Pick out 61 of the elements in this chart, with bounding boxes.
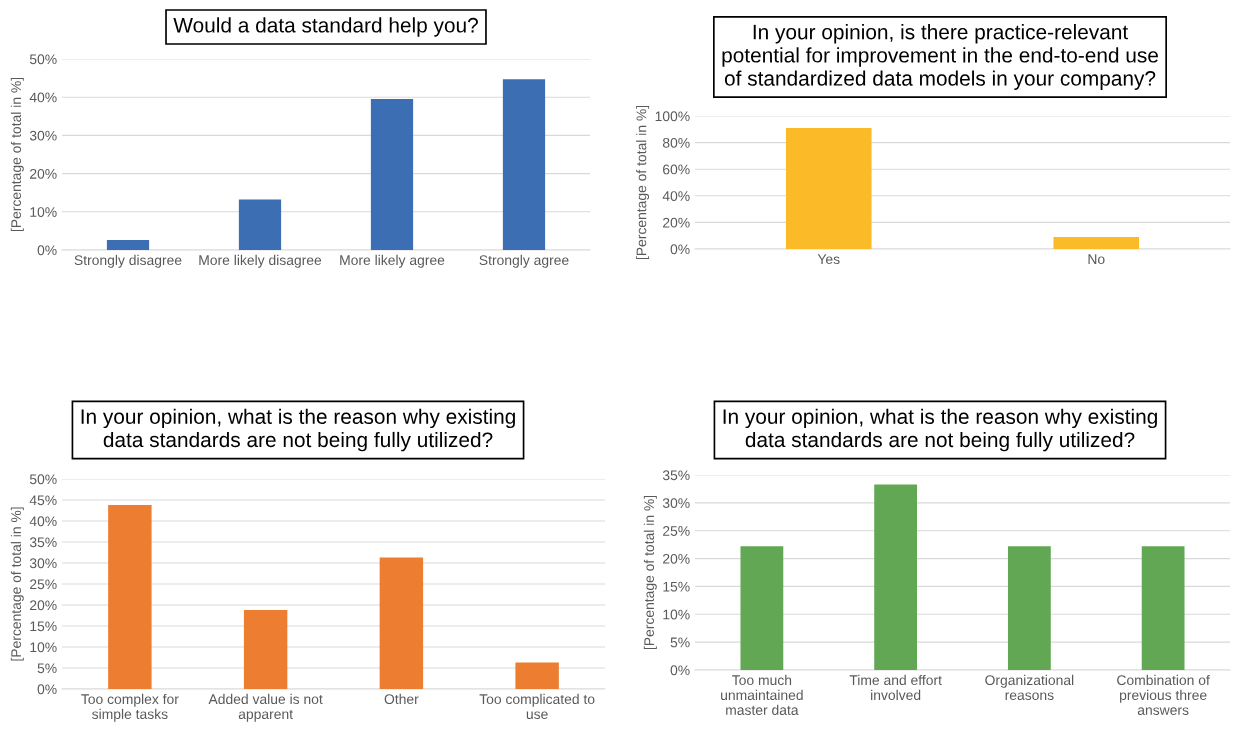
y-tick-label: 20% (663, 217, 690, 228)
bar (502, 79, 546, 250)
y-tick-label: 25% (30, 579, 57, 590)
x-tick-label: More likely agree (340, 254, 445, 268)
y-tick-label: 100% (655, 111, 690, 122)
y-tick-label: 0% (670, 665, 690, 676)
y-tick-label: 0% (670, 244, 690, 255)
x-tick-label: Too complex for simple tasks (81, 693, 179, 722)
y-tick-label: 40% (29, 516, 57, 527)
x-tick-label: Yes (817, 254, 840, 265)
x-tick-label: Too much unmaintained master data (721, 674, 803, 715)
y-tick-label: 80% (662, 137, 690, 148)
y-tick-label: 10% (30, 207, 57, 217)
x-tick-label: Too complicated to use (479, 693, 595, 720)
y-tick-label: 30% (662, 498, 690, 509)
bar (243, 610, 288, 689)
x-tick-label: Strongly agree (479, 254, 569, 268)
y-tick-label: 35% (662, 470, 690, 481)
bar (370, 99, 414, 250)
y-tick-label: 10% (30, 642, 57, 653)
y-tick-label: 35% (29, 537, 57, 548)
y-tick-label: 15% (663, 581, 690, 592)
bar (108, 505, 152, 689)
bar (106, 240, 150, 250)
bar (515, 662, 559, 689)
x-tick-label: No (1088, 254, 1105, 265)
y-tick-label: 60% (663, 164, 690, 175)
y-tick-label: 40% (662, 191, 690, 201)
y-tick-label: 20% (30, 600, 57, 611)
x-tick-label: Combination of previous three answers (1117, 674, 1210, 715)
y-axis-title: [Percentage of total in %] (643, 495, 657, 650)
chart-title: In your opinion, what is the reason why existing data standards are not being fully utilized? (723, 408, 1157, 452)
y-tick-label: 25% (663, 526, 690, 536)
y-tick-label: 15% (30, 621, 57, 632)
y-tick-label: 20% (663, 553, 690, 564)
x-tick-label: Added value is not apparent (208, 693, 323, 722)
x-tick-label: Other (384, 693, 419, 705)
y-tick-label: 5% (670, 637, 690, 648)
chart-title: In your opinion, is there practice-relevant potential for improvement in the end-to-end use of standardized data models in your company? (722, 24, 1158, 90)
y-axis-title: [Percentage of total in %] (10, 507, 24, 661)
y-axis-title: [Percentage of total in %] (10, 77, 24, 232)
y-tick-label: 50% (29, 54, 57, 65)
chart-title: Would a data standard help you? (173, 17, 478, 37)
y-axis-title: [Percentage of total in %] (636, 105, 650, 260)
chart-title: In your opinion, what is the reason why existing data standards are not being fully utilized? (81, 408, 515, 452)
y-tick-label: 45% (29, 495, 57, 506)
bar (238, 199, 282, 250)
y-tick-label: 10% (663, 609, 690, 620)
bar (379, 557, 424, 689)
y-tick-label: 0% (37, 684, 57, 695)
y-tick-label: 30% (29, 130, 57, 141)
y-tick-label: 20% (30, 168, 57, 179)
y-tick-label: 50% (29, 474, 57, 485)
y-tick-label: 30% (29, 558, 57, 569)
x-tick-label: Strongly disagree (74, 254, 182, 268)
y-tick-label: 0% (37, 245, 57, 256)
x-tick-label: Organizational reasons (985, 674, 1074, 701)
y-tick-label: 5% (37, 663, 57, 674)
y-tick-label: 40% (29, 92, 57, 103)
x-tick-label: Time and effort involved (849, 674, 942, 701)
x-tick-label: More likely disagree (199, 254, 322, 268)
